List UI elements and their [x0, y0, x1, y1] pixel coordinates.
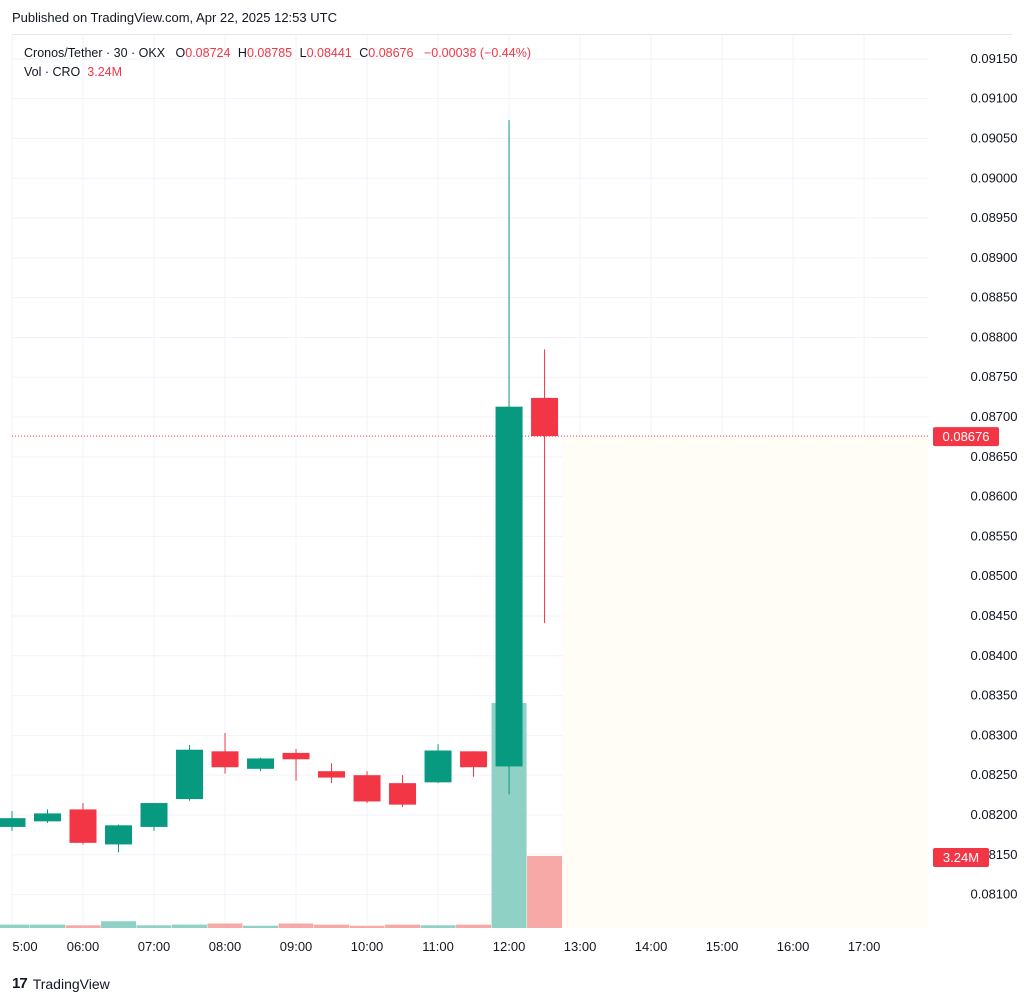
price-tick-label: 0.08600: [971, 489, 1018, 504]
future-area-shade: [562, 436, 928, 928]
volume-bar: [385, 924, 421, 928]
candle-body: [460, 751, 488, 768]
close-label: C: [359, 46, 369, 60]
candle-body: [353, 775, 381, 802]
candle-body: [211, 751, 239, 768]
volume-bar: [527, 856, 563, 928]
volume-bar: [349, 925, 385, 928]
candles: [0, 120, 559, 853]
volume-badge: [933, 848, 989, 867]
volume-label[interactable]: Vol · CRO: [24, 65, 81, 79]
high-value: 0.08785: [246, 46, 293, 60]
price-tick-label: 0.08900: [971, 250, 1018, 265]
chart-top-border: [12, 34, 1012, 35]
candle-body: [247, 758, 275, 769]
candle-body: [495, 406, 523, 767]
low-value: 0.08441: [306, 46, 352, 60]
price-tick-label: 0.08250: [971, 767, 1018, 782]
price-tick-label: 0.08650: [971, 449, 1018, 464]
axis-badges: 0.08676 3.24M: [933, 427, 999, 867]
tradingview-logo-icon: 17: [12, 975, 28, 992]
time-tick-label: 06:00: [67, 939, 100, 954]
volume-bar: [136, 925, 172, 928]
tradingview-brand: TradingView: [32, 975, 110, 992]
close-value: 0.08676: [368, 46, 414, 60]
ohlc-line: Cronos/Tether · 30 · OKX O0.08724 H0.087…: [24, 44, 531, 63]
price-tick-label: 0.08300: [971, 727, 1018, 742]
candle-body: [69, 809, 97, 843]
price-tick-label: 0.08100: [971, 887, 1018, 902]
price-tick-label: 0.09100: [971, 91, 1018, 106]
volume-bar: [243, 925, 279, 928]
price-tick-label: 0.08950: [971, 210, 1018, 225]
time-tick-label: 12:00: [493, 939, 526, 954]
volume-bar: [30, 924, 66, 928]
candle-body: [34, 813, 62, 822]
volume-badge-label: 3.24M: [943, 850, 979, 865]
time-tick-label: 5:00: [12, 939, 37, 954]
open-label: O: [175, 46, 186, 60]
candle-body: [282, 752, 310, 760]
symbol-name[interactable]: Cronos/Tether · 30 · OKX: [24, 46, 166, 60]
price-tick-label: 0.08200: [971, 807, 1018, 822]
time-tick-label: 11:00: [422, 939, 454, 954]
price-tick-label: 0.08400: [971, 648, 1018, 663]
time-tick-label: 10:00: [351, 939, 384, 954]
volume-value: 3.24M: [87, 65, 123, 79]
price-tick-label: 0.08450: [971, 608, 1018, 623]
volume-bar: [420, 925, 456, 928]
candle-body: [318, 771, 346, 778]
candle-body: [389, 783, 417, 805]
volume-bar: [101, 921, 137, 928]
high-label: H: [237, 46, 247, 60]
published-caption: Published on TradingView.com, Apr 22, 20…: [12, 10, 337, 25]
current-price-badge-label: 0.08676: [943, 429, 990, 444]
volume-bar: [0, 924, 30, 928]
price-tick-label: 0.08800: [971, 329, 1018, 344]
time-tick-label: 08:00: [209, 939, 242, 954]
price-tick-label: 0.08750: [971, 369, 1018, 384]
change-value: −0.00038 (−0.44%): [423, 46, 531, 60]
volume-line: Vol · CRO 3.24M: [24, 63, 531, 82]
price-tick-label: 0.08500: [971, 568, 1018, 583]
time-tick-label: 13:00: [564, 939, 597, 954]
volume-bar: [278, 923, 314, 928]
volume-bar: [65, 925, 101, 928]
price-tick-label: 0.08700: [971, 409, 1018, 424]
time-tick-label: 15:00: [706, 939, 739, 954]
time-tick-label: 16:00: [777, 939, 810, 954]
price-tick-label: 0.08550: [971, 528, 1018, 543]
time-tick-label: 07:00: [138, 939, 171, 954]
volume-bar: [314, 924, 350, 928]
time-tick-label: 09:00: [280, 939, 313, 954]
price-tick-label: 0.09150: [971, 51, 1018, 66]
volume-bar: [207, 923, 243, 928]
candle-body: [531, 397, 559, 437]
time-tick-label: 17:00: [848, 939, 881, 954]
candle-body: [176, 749, 204, 800]
price-tick-label: 0.08350: [971, 688, 1018, 703]
candle-body: [105, 825, 133, 845]
volume-bar: [172, 924, 208, 928]
price-tick-label: 0.09000: [971, 170, 1018, 185]
tradingview-logo[interactable]: 17 TradingView: [12, 975, 110, 992]
price-tick-label: 0.09050: [971, 130, 1018, 145]
price-tick-label: 0.08850: [971, 290, 1018, 305]
chart-legend: Cronos/Tether · 30 · OKX O0.08724 H0.087…: [24, 44, 531, 82]
price-axis: 0.081000.081500.082000.082500.083000.083…: [971, 51, 1018, 902]
volume-bar: [456, 924, 492, 928]
time-tick-label: 14:00: [635, 939, 668, 954]
time-axis: 5:00 06:00 07:00 08:00 09:00 10:00 11:00 12:00 1…: [12, 939, 880, 954]
low-label: L: [299, 46, 307, 60]
candle-body: [140, 803, 168, 827]
current-price-badge: [933, 427, 999, 447]
candle-body: [0, 818, 26, 827]
candle-body: [424, 750, 452, 783]
open-value: 0.08724: [185, 46, 231, 60]
